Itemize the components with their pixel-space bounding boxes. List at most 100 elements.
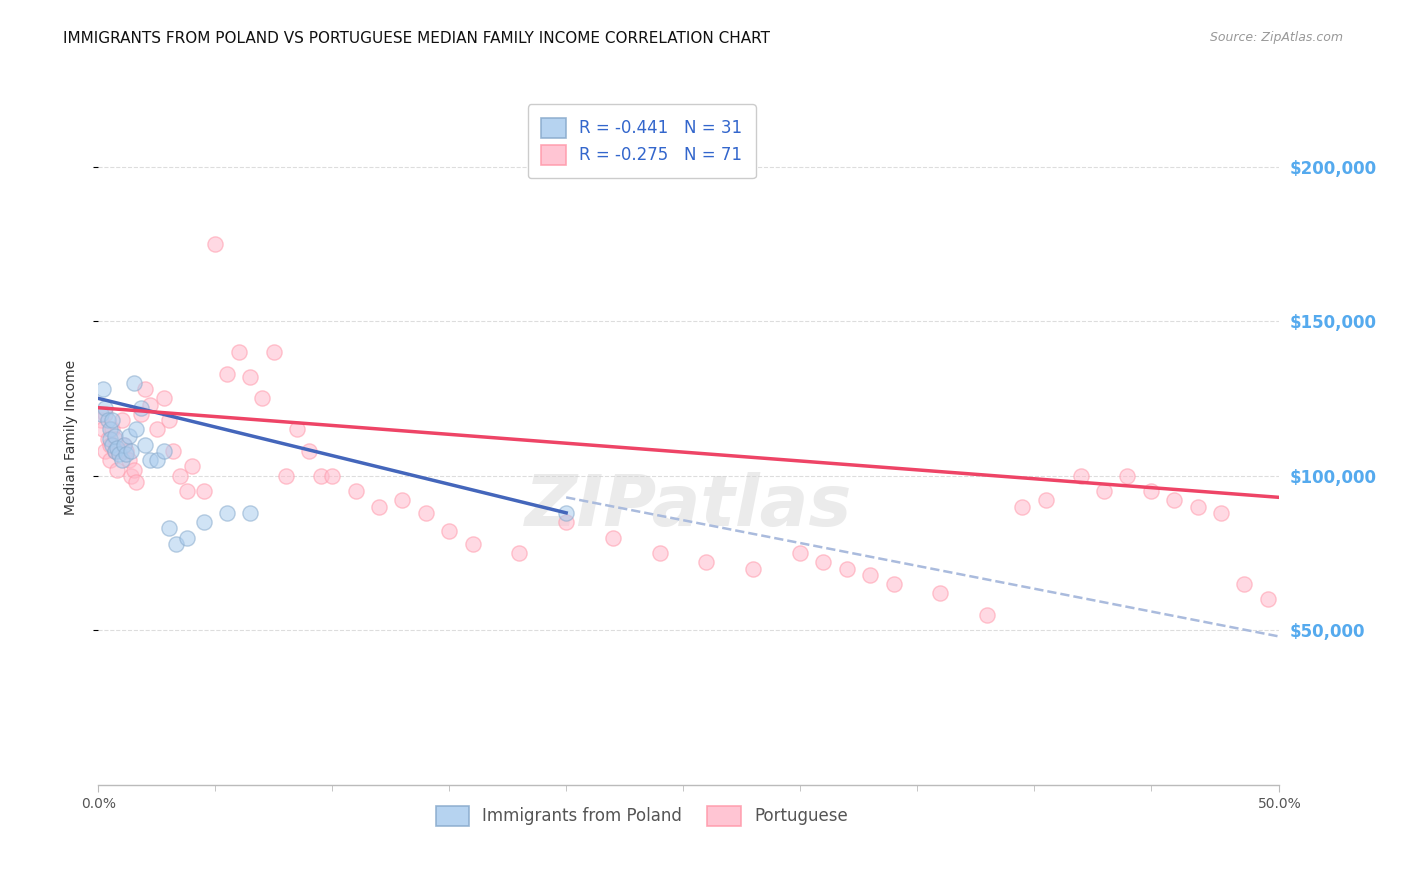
Point bbox=[146, 422, 169, 436]
Point bbox=[859, 567, 882, 582]
Point bbox=[162, 444, 184, 458]
Point bbox=[555, 515, 578, 529]
Point bbox=[789, 546, 811, 560]
Point bbox=[104, 432, 127, 446]
Point bbox=[98, 422, 121, 436]
Point bbox=[125, 422, 148, 436]
Point bbox=[1187, 500, 1209, 514]
Point bbox=[97, 413, 120, 427]
Point bbox=[112, 438, 135, 452]
Point bbox=[112, 438, 135, 452]
Point bbox=[101, 438, 124, 452]
Point bbox=[193, 484, 215, 499]
Point bbox=[98, 438, 121, 452]
Point bbox=[120, 444, 142, 458]
Point bbox=[108, 447, 131, 461]
Point bbox=[274, 468, 297, 483]
Point bbox=[104, 444, 127, 458]
Point bbox=[439, 524, 461, 539]
Point bbox=[91, 382, 114, 396]
Point bbox=[1092, 484, 1115, 499]
Point bbox=[976, 607, 998, 622]
Point bbox=[146, 453, 169, 467]
Point bbox=[391, 493, 413, 508]
Point bbox=[250, 392, 273, 406]
Point bbox=[134, 438, 156, 452]
Point bbox=[648, 546, 671, 560]
Text: Source: ZipAtlas.com: Source: ZipAtlas.com bbox=[1209, 31, 1343, 45]
Point bbox=[115, 447, 138, 461]
Point bbox=[165, 537, 187, 551]
Point bbox=[157, 413, 180, 427]
Point bbox=[176, 531, 198, 545]
Point bbox=[215, 506, 238, 520]
Point bbox=[239, 369, 262, 384]
Point bbox=[1070, 468, 1092, 483]
Point bbox=[204, 236, 226, 251]
Point bbox=[111, 453, 134, 467]
Point bbox=[263, 345, 285, 359]
Point bbox=[120, 468, 142, 483]
Point bbox=[101, 413, 124, 427]
Point bbox=[309, 468, 332, 483]
Point bbox=[115, 444, 138, 458]
Point bbox=[813, 555, 835, 569]
Point bbox=[104, 444, 127, 458]
Point bbox=[153, 392, 176, 406]
Point bbox=[1140, 484, 1163, 499]
Point bbox=[1257, 592, 1279, 607]
Point bbox=[90, 413, 112, 427]
Point bbox=[929, 586, 952, 600]
Point bbox=[105, 462, 128, 476]
Point bbox=[108, 444, 131, 458]
Point bbox=[122, 376, 145, 390]
Point bbox=[835, 561, 858, 575]
Point bbox=[129, 407, 152, 421]
Point bbox=[157, 521, 180, 535]
Point bbox=[94, 401, 117, 415]
Point bbox=[321, 468, 343, 483]
Point bbox=[193, 515, 215, 529]
Point bbox=[90, 407, 112, 421]
Point bbox=[118, 428, 141, 442]
Point bbox=[555, 506, 578, 520]
Point bbox=[94, 407, 117, 421]
Point bbox=[883, 577, 905, 591]
Point bbox=[111, 413, 134, 427]
Point bbox=[101, 422, 124, 436]
Point bbox=[344, 484, 367, 499]
Point bbox=[122, 462, 145, 476]
Point bbox=[228, 345, 250, 359]
Point bbox=[1233, 577, 1256, 591]
Point bbox=[1116, 468, 1139, 483]
Point bbox=[176, 484, 198, 499]
Point bbox=[105, 441, 128, 455]
Point bbox=[285, 422, 308, 436]
Point bbox=[1209, 506, 1232, 520]
Point bbox=[98, 453, 121, 467]
Point bbox=[1163, 493, 1185, 508]
Point bbox=[215, 367, 238, 381]
Point bbox=[125, 475, 148, 489]
Point bbox=[368, 500, 391, 514]
Point bbox=[153, 444, 176, 458]
Point bbox=[134, 382, 156, 396]
Text: ZIPatlas: ZIPatlas bbox=[526, 472, 852, 541]
Y-axis label: Median Family Income: Median Family Income bbox=[63, 359, 77, 515]
Point bbox=[129, 401, 152, 415]
Point bbox=[104, 428, 127, 442]
Point bbox=[98, 432, 121, 446]
Point bbox=[742, 561, 765, 575]
Point bbox=[508, 546, 530, 560]
Point bbox=[97, 432, 120, 446]
Point bbox=[139, 453, 162, 467]
Point bbox=[169, 468, 191, 483]
Point bbox=[298, 444, 321, 458]
Point bbox=[91, 422, 114, 436]
Point bbox=[239, 506, 262, 520]
Point bbox=[415, 506, 437, 520]
Point bbox=[1035, 493, 1057, 508]
Point bbox=[94, 444, 117, 458]
Point bbox=[118, 453, 141, 467]
Point bbox=[139, 398, 162, 412]
